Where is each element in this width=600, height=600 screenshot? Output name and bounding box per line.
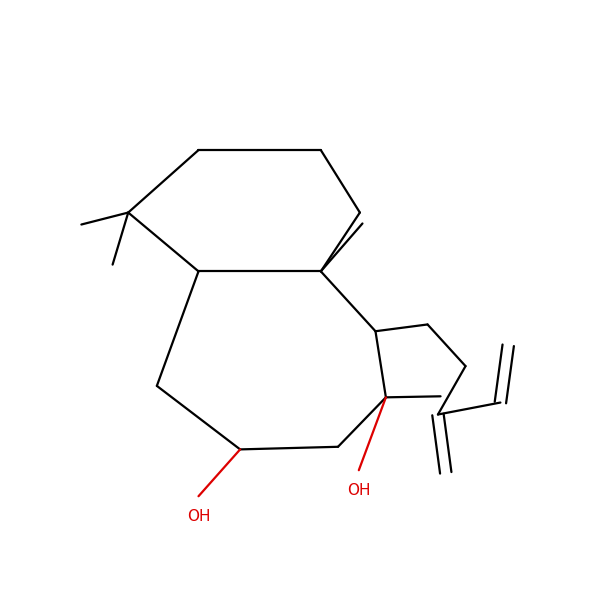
Text: OH: OH bbox=[187, 509, 210, 524]
Text: OH: OH bbox=[347, 483, 371, 498]
